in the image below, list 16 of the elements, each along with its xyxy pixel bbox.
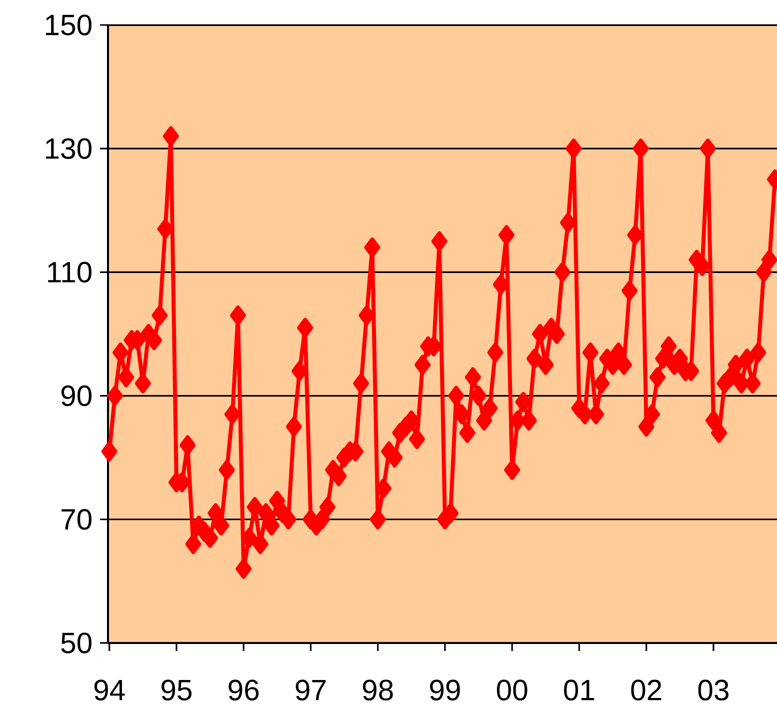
- y-tick-label: 110: [48, 262, 92, 283]
- y-tick-label: 130: [46, 138, 92, 159]
- x-tick-label: 96: [228, 680, 259, 700]
- x-tick-label: 97: [296, 680, 326, 700]
- x-tick-label: 95: [162, 680, 192, 700]
- y-tick-label: 90: [61, 385, 92, 406]
- y-tick-label: 70: [62, 508, 92, 530]
- y-tick-label: 50: [61, 632, 92, 654]
- x-tick-label: 98: [362, 680, 393, 700]
- y-tick-label: 150: [46, 14, 92, 36]
- x-tick-label: 00: [496, 680, 528, 700]
- x-tick-label: 03: [698, 680, 728, 700]
- x-tick-label: 02: [631, 680, 662, 700]
- x-tick-label: 01: [564, 680, 594, 700]
- x-tick-label: 94: [94, 680, 125, 700]
- x-tick-label: 99: [430, 680, 460, 700]
